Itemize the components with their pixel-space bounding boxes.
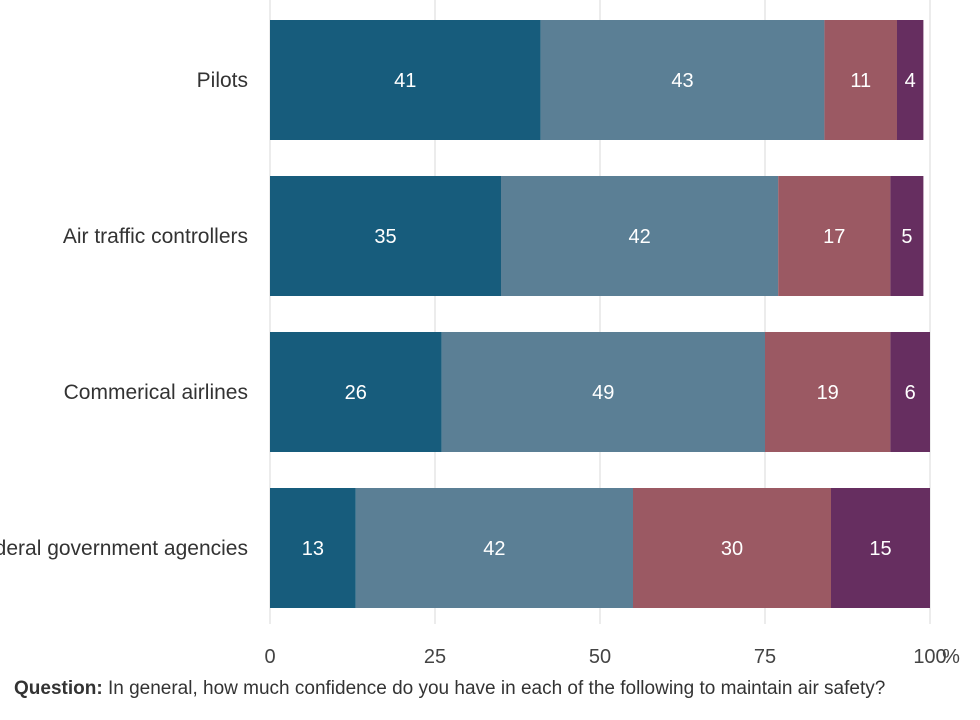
bar-segment	[270, 332, 442, 452]
data-label: 42	[483, 538, 505, 560]
category-label: Federal government agencies	[0, 537, 248, 560]
data-label: 30	[721, 538, 743, 560]
bar-segment	[270, 488, 356, 608]
bar-segment	[633, 488, 831, 608]
bar-segment	[270, 20, 541, 140]
data-label: 26	[345, 382, 367, 404]
bar-segment	[441, 332, 765, 452]
category-labels: Pilots Air traffic controllers Commerical …	[0, 69, 248, 560]
bar-segment	[890, 176, 924, 296]
tick-label: 50	[589, 646, 611, 668]
category-label: Air traffic controllers	[63, 225, 248, 248]
bar-segment	[765, 332, 891, 452]
tick-label: 75	[754, 646, 776, 668]
stacked-bar-chart: 41 43 11 4 35 42 17 5 26 49 19 6 13 42 30 15 Pilots Air …	[0, 0, 960, 668]
question-label: Question:	[14, 678, 103, 699]
bar-segment	[501, 176, 779, 296]
bar-segment	[540, 20, 825, 140]
data-label: 41	[394, 70, 416, 92]
bar-segment	[778, 176, 891, 296]
tick-label: 100	[913, 646, 946, 668]
data-label: 5	[901, 226, 912, 248]
data-label: 43	[671, 70, 693, 92]
data-label: 49	[592, 382, 614, 404]
bar-segment	[355, 488, 633, 608]
data-label: 15	[869, 538, 891, 560]
data-label: 17	[823, 226, 845, 248]
data-label: 42	[628, 226, 650, 248]
data-label: 19	[817, 382, 839, 404]
x-axis-ticks: 0 25 50 75 100%	[264, 646, 960, 668]
bar-segment	[890, 332, 930, 452]
data-label: 6	[905, 382, 916, 404]
bar-segment	[824, 20, 897, 140]
bar-segment	[831, 488, 930, 608]
tick-label: 0	[264, 646, 275, 668]
x-axis-unit: %	[942, 646, 960, 668]
bar-segment	[270, 176, 501, 296]
category-label: Commerical airlines	[64, 381, 248, 404]
question-text: In general, how much confidence do you h…	[102, 678, 886, 699]
data-label: 4	[905, 70, 916, 92]
bars: 41 43 11 4 35 42 17 5 26 49 19 6 13 42 30 15	[270, 20, 930, 608]
data-label: 13	[302, 538, 324, 560]
data-label: 11	[850, 70, 871, 92]
bar-segment	[897, 20, 924, 140]
tick-label: 25	[424, 646, 446, 668]
question-footnote: Question: In general, how much confidenc…	[14, 676, 969, 701]
category-label: Pilots	[197, 69, 248, 92]
data-label: 35	[374, 226, 396, 248]
